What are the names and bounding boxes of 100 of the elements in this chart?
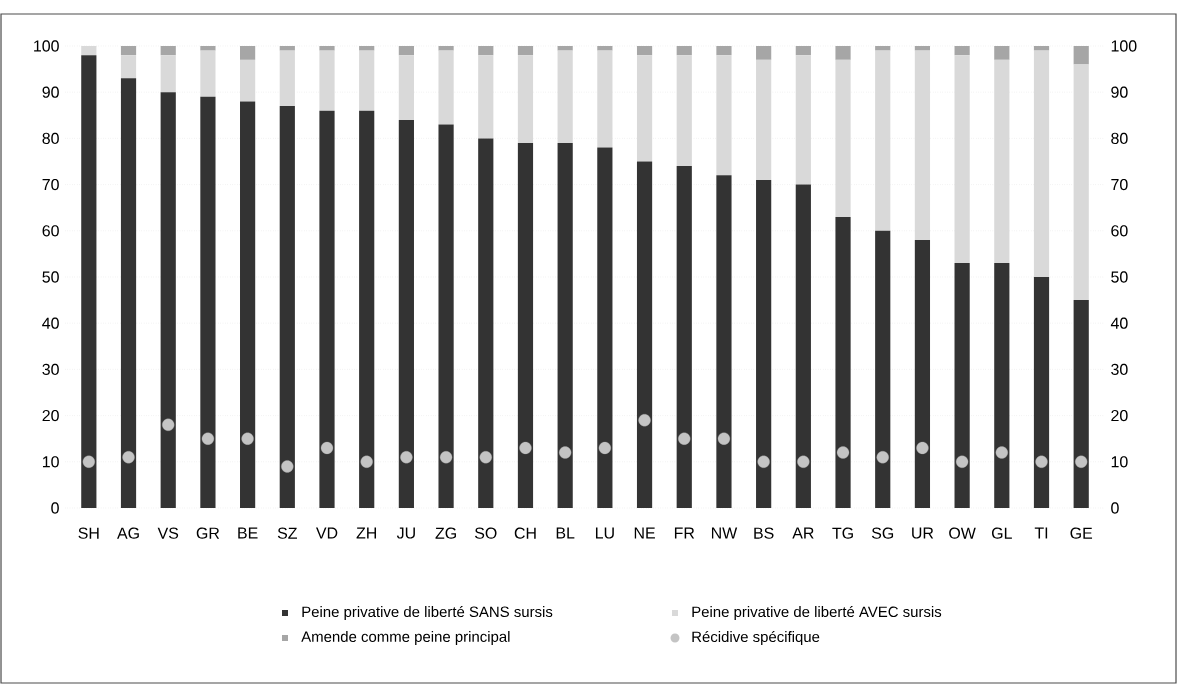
x-tick-label: VD	[315, 527, 338, 539]
point	[1035, 455, 1048, 468]
bar	[954, 263, 970, 508]
bar	[1033, 276, 1050, 508]
y2-tick-label: 20	[1111, 409, 1128, 422]
y-tick-label: 70	[42, 178, 59, 191]
legend-label: Amende comme peine principal	[301, 631, 510, 645]
point	[479, 451, 492, 464]
x-tick-label: GE	[1070, 527, 1093, 539]
point	[678, 432, 691, 445]
point	[320, 441, 334, 455]
bar	[914, 50, 931, 241]
bar	[636, 55, 653, 162]
bar	[120, 55, 137, 79]
bar	[398, 55, 414, 120]
x-tick-label: ZH	[356, 527, 377, 539]
bar	[716, 175, 732, 508]
point	[836, 446, 850, 459]
bar	[716, 55, 732, 176]
x-tick-label: CH	[514, 527, 536, 539]
bar	[597, 147, 613, 508]
y-tick-label: 90	[42, 86, 59, 98]
x-tick-label: NE	[634, 527, 655, 539]
point	[916, 441, 929, 455]
x-tick-label: GL	[991, 527, 1012, 539]
point	[439, 451, 453, 464]
bar	[438, 50, 454, 125]
point	[876, 451, 889, 464]
bar	[557, 50, 573, 143]
x-tick-label: JU	[396, 527, 415, 539]
point	[955, 455, 969, 468]
y-tick-label: 20	[42, 409, 59, 422]
bar	[875, 230, 891, 508]
y2-tick-label: 70	[1111, 178, 1128, 191]
y-tick-label: 60	[42, 225, 59, 237]
y-tick-label: 10	[42, 456, 59, 468]
bar	[398, 119, 414, 508]
bar	[160, 55, 176, 93]
y-tick-label: 80	[42, 132, 59, 145]
x-tick-label: AG	[117, 527, 139, 539]
x-tick-label: OW	[949, 527, 976, 539]
bar	[200, 96, 216, 508]
bar	[1073, 64, 1089, 301]
point	[360, 455, 373, 468]
x-tick-label: LU	[595, 527, 614, 539]
point	[797, 455, 810, 468]
bar	[359, 110, 375, 508]
point	[201, 432, 215, 445]
bar	[597, 50, 613, 148]
bar	[517, 55, 534, 143]
y2-tick-label: 30	[1111, 363, 1128, 376]
y-tick-label: 40	[42, 317, 59, 329]
point	[241, 432, 254, 445]
point	[598, 441, 612, 455]
bar	[438, 124, 454, 508]
bar	[795, 184, 811, 508]
y-tick-label: 0	[51, 502, 59, 514]
point	[281, 460, 294, 473]
point	[757, 455, 770, 468]
bar	[517, 143, 534, 508]
bar	[160, 92, 176, 508]
legend-label: Récidive spécifique	[692, 630, 820, 646]
y-tick-label: 100	[34, 40, 59, 52]
bar	[557, 143, 573, 508]
x-tick-label: BE	[238, 527, 258, 539]
x-tick-label: UR	[912, 527, 934, 539]
point	[122, 451, 135, 464]
bar	[676, 166, 692, 508]
point	[1075, 455, 1088, 468]
y2-tick-label: 80	[1111, 132, 1128, 145]
bar	[875, 50, 891, 231]
bar	[319, 110, 335, 508]
bar	[954, 55, 970, 264]
point	[995, 446, 1008, 459]
bar	[795, 55, 811, 185]
x-tick-label: VS	[157, 527, 179, 539]
bar	[756, 179, 772, 508]
point	[559, 446, 572, 459]
x-tick-label: SO	[474, 527, 497, 539]
bar	[279, 50, 295, 107]
bar	[120, 78, 137, 508]
bar	[835, 59, 851, 217]
point	[717, 432, 731, 445]
legend-label: Peine privative de liberté SANS sursis	[302, 605, 553, 621]
x-tick-label: AR	[792, 527, 814, 539]
y2-tick-label: 90	[1111, 86, 1128, 98]
point	[400, 451, 413, 464]
point	[519, 441, 532, 455]
bar	[81, 55, 97, 508]
bar	[240, 101, 256, 508]
point	[162, 418, 175, 431]
bar	[240, 59, 256, 102]
y2-tick-label: 50	[1111, 271, 1128, 283]
y2-tick-label: 100	[1111, 40, 1137, 52]
x-tick-label: SZ	[277, 527, 297, 539]
bar	[200, 50, 216, 97]
x-tick-label: FR	[674, 527, 695, 539]
x-tick-label: TG	[832, 527, 853, 539]
bar	[478, 55, 494, 139]
x-tick-label: BL	[556, 527, 575, 539]
